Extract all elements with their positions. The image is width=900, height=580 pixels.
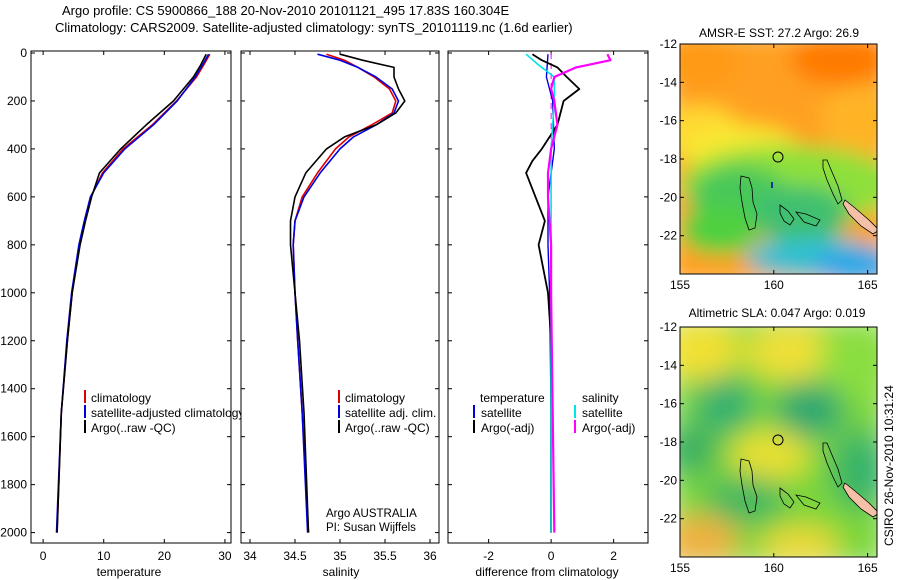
legend-label-temp-argo: Argo(-adj) — [481, 421, 534, 435]
x-tick-label: 35 — [333, 549, 347, 563]
sla-field — [680, 327, 877, 557]
map-x-tick-label: 155 — [670, 278, 690, 292]
x-tick-label: 10 — [97, 549, 111, 563]
coastline-island — [795, 211, 821, 227]
map-y-tick-label: -22 — [660, 229, 678, 243]
y-tick-label: 1200 — [0, 334, 27, 348]
y-tick-label: 1000 — [0, 286, 27, 300]
y-tick-label: 200 — [7, 94, 27, 108]
map-x-tick-label: 155 — [670, 561, 690, 575]
coastline-island — [795, 494, 821, 510]
sst-map-panel: AMSR-E SST: 27.2 Argo: 26.9 — [660, 26, 878, 292]
map-x-tick-label: 165 — [858, 561, 878, 575]
x-tick-label: 0 — [40, 549, 47, 563]
y-tick-label: 400 — [7, 142, 27, 156]
x-tick-label: -2 — [483, 549, 494, 563]
argo-location-marker — [772, 434, 784, 446]
sst-map-title: AMSR-E SST: 27.2 Argo: 26.9 — [699, 26, 859, 40]
map-x-tick-label: 160 — [764, 561, 784, 575]
y-tick-label: 800 — [7, 238, 27, 252]
map-y-tick-label: -16 — [660, 114, 678, 128]
map-x-tick-label: 160 — [764, 278, 784, 292]
map-y-tick-label: -12 — [660, 37, 678, 51]
salinity-xlabel: salinity — [323, 565, 360, 579]
map-y-tick-label: -20 — [660, 190, 678, 204]
map-x-tick-label: 165 — [858, 278, 878, 292]
legend-title-temperature: temperature — [480, 391, 545, 405]
x-tick-label: 35.5 — [373, 549, 397, 563]
x-tick-label: 36 — [423, 549, 437, 563]
x-tick-label: 30 — [218, 549, 232, 563]
difference-xlabel: difference from climatology — [475, 565, 618, 579]
land-new-caledonia — [842, 199, 877, 235]
legend-label-climatology: climatology — [345, 391, 405, 405]
y-tick-label: 0 — [20, 46, 27, 60]
sst-field — [680, 44, 877, 274]
difference-legend: temperature salinity satellite Argo(-adj… — [473, 391, 635, 435]
series-line-argo-raw-qc — [56, 53, 207, 533]
coastline-island — [779, 487, 795, 509]
difference-panel: -2 0 2 difference from climatology tempera… — [447, 50, 649, 579]
argo-location-marker — [772, 151, 784, 163]
coastline-island — [739, 175, 758, 231]
temperature-panel: 0 200 400 600 800 1000 1200 1400 1600 1800 2000 0 1… — [0, 46, 244, 579]
figure-title-line1: Argo profile: CS 5900866_188 20-Nov-2010… — [62, 3, 510, 18]
x-tick-label: 20 — [158, 549, 172, 563]
series-line-salinity-argo-adj — [546, 53, 612, 533]
x-tick-label: 0 — [548, 549, 555, 563]
map-y-tick-label: -14 — [660, 75, 678, 89]
legend-title-salinity: salinity — [582, 391, 619, 405]
map-y-tick-label: -18 — [660, 435, 678, 449]
map-y-tick-label: -18 — [660, 152, 678, 166]
legend-label-argo: Argo(..raw -QC) — [91, 421, 176, 435]
legend-label-sal-satellite: satellite — [582, 406, 623, 420]
map-y-tick-label: -16 — [660, 397, 678, 411]
map-y-tick-label: -12 — [660, 320, 678, 334]
temperature-xlabel: temperature — [97, 565, 162, 579]
coastline-island — [739, 458, 758, 514]
map-y-tick-label: -22 — [660, 512, 678, 526]
legend-label-sal-argo: Argo(-adj) — [582, 421, 635, 435]
x-tick-label: 34.5 — [283, 549, 307, 563]
temperature-axes-box — [30, 50, 232, 544]
coastline-island — [779, 204, 795, 226]
coastline-island — [822, 442, 843, 488]
land-new-caledonia — [842, 482, 877, 518]
legend-label-argo: Argo(..raw -QC) — [345, 421, 430, 435]
series-line-argo-raw-qc — [289, 53, 406, 533]
figure-title-line2: Climatology: CARS2009. Satellite-adjuste… — [55, 20, 573, 35]
legend-label-climatology: climatology — [91, 391, 151, 405]
credit-timestamp: CSIRO 26-Nov-2010 10:31:24 — [882, 385, 896, 546]
salinity-annotation-line1: Argo AUSTRALIA — [326, 508, 417, 520]
x-tick-label: 34 — [243, 549, 257, 563]
temperature-legend: climatology satellite-adjusted climatolo… — [84, 390, 244, 435]
legend-label-satellite: satellite-adjusted climatology — [91, 406, 244, 420]
y-tick-label: 1800 — [0, 478, 27, 492]
coastline-island — [822, 159, 843, 205]
sla-map-title: Altimetric SLA: 0.047 Argo: 0.019 — [689, 306, 866, 320]
sla-map-panel: Altimetric SLA: 0.047 Argo: 0.019 — [660, 306, 878, 575]
salinity-legend: climatology satellite adj. clim. Argo(..… — [338, 390, 436, 435]
salinity-annotation-line2: PI: Susan Wijffels — [326, 522, 416, 534]
y-tick-label: 1400 — [0, 382, 27, 396]
salinity-axes-box — [240, 50, 440, 544]
x-tick-label: 2 — [610, 549, 617, 563]
y-tick-label: 1600 — [0, 430, 27, 444]
map-y-tick-label: -20 — [660, 473, 678, 487]
salinity-panel: 34 34.5 35 35.5 36 salinity climatology sate… — [240, 50, 440, 579]
legend-label-temp-satellite: satellite — [481, 406, 522, 420]
map-y-tick-label: -14 — [660, 358, 678, 372]
y-tick-label: 2000 — [0, 526, 27, 540]
y-tick-label: 600 — [7, 190, 27, 204]
legend-label-satellite: satellite adj. clim. — [345, 406, 436, 420]
